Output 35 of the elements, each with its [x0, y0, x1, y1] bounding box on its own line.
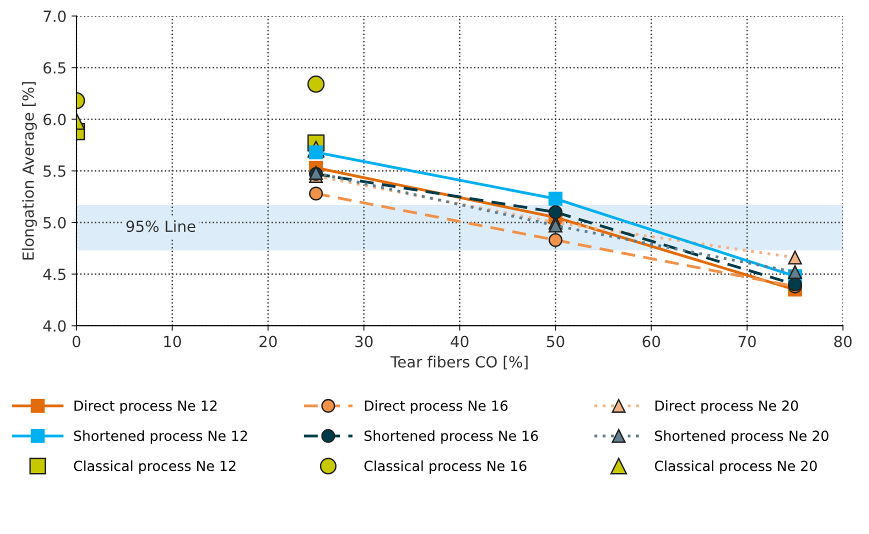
y-tick-label: 6.0	[44, 114, 66, 126]
y-tick-label: 4.0	[43, 320, 66, 332]
y-tick-label: 4.5	[43, 268, 66, 280]
legend-label: Classical process Ne 16	[364, 460, 526, 474]
point	[788, 265, 802, 279]
x-tick-label: 0	[72, 336, 80, 348]
legend-label: Shortened process Ne 20	[655, 430, 828, 444]
legend-label: Shortened process Ne 16	[364, 430, 538, 444]
y-tick-label: 5.0	[44, 216, 66, 229]
x-tick-label: 10	[164, 336, 181, 348]
x-tick-label: 60	[642, 336, 660, 348]
point	[548, 233, 562, 247]
x-tick-label: 80	[834, 336, 852, 348]
legend-label: Direct process Ne 12	[74, 400, 217, 414]
legend-label: Direct process Ne 20	[655, 400, 798, 414]
x-tick-label: 40	[450, 336, 468, 348]
x-tick-label: 50	[546, 336, 564, 348]
legend-label: Classical process Ne 20	[654, 460, 817, 474]
x-tick-label: 20	[259, 336, 277, 348]
x-axis-title: Tear fibers CO [%]	[390, 356, 528, 370]
x-tick-label: 70	[738, 336, 756, 348]
legend-label: Shortened process Ne 12	[74, 430, 247, 444]
y-tick-label: 6.5	[44, 62, 66, 74]
point	[788, 250, 802, 265]
point	[548, 205, 562, 220]
y-tick-label: 5.5	[44, 166, 66, 177]
x-tick-label: 30	[355, 336, 373, 348]
point	[309, 186, 323, 201]
point	[548, 218, 562, 233]
y-tick-label: 7.0	[44, 10, 66, 22]
legend-label: Classical process Ne 12	[74, 460, 236, 474]
legend-label: Direct process Ne 16	[365, 400, 508, 414]
y-axis-title: Elongation Average [%]	[22, 82, 37, 260]
band-label: 95% Line	[126, 220, 196, 232]
point	[548, 192, 562, 206]
